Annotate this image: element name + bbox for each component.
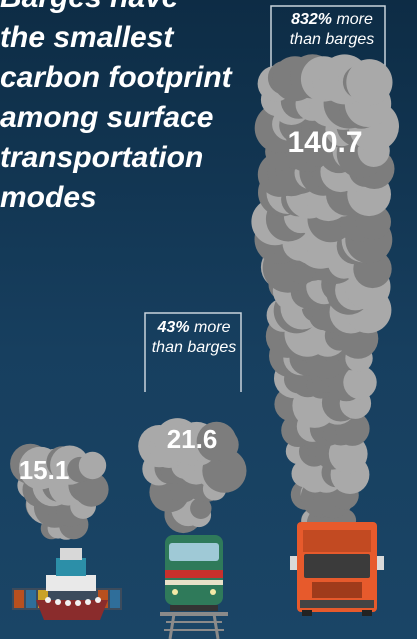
callout-truck: 832% more than barges [274,10,390,50]
plume-truck [251,54,399,540]
smoke-puff [205,428,239,462]
value-label-rail: 21.6 [167,424,218,454]
truck-icon [290,522,384,616]
smoke-puff [190,497,212,519]
value-label-truck: 140.7 [287,126,362,159]
callout-rail: 43% more than barges [146,318,242,358]
callout-truck-pct: 832% [291,11,332,28]
callout-truck-text: more than barges [289,11,375,48]
callout-rail-bracket [144,312,242,392]
rail-icon [160,535,228,639]
headline: Barges have the smallest carbon footprin… [0,0,232,214]
smoke-puff [346,59,393,106]
plume-rail [138,418,247,534]
smoke-puff [343,365,377,400]
callout-rail-pct: 43% [157,319,190,336]
callout-rail-text: more than barges [151,319,237,356]
plume-barge [10,443,109,540]
value-label-barge: 15.1 [19,455,70,485]
barge-icon [12,548,122,620]
smoke-puff [78,451,107,480]
callout-truck-bracket [270,5,386,100]
